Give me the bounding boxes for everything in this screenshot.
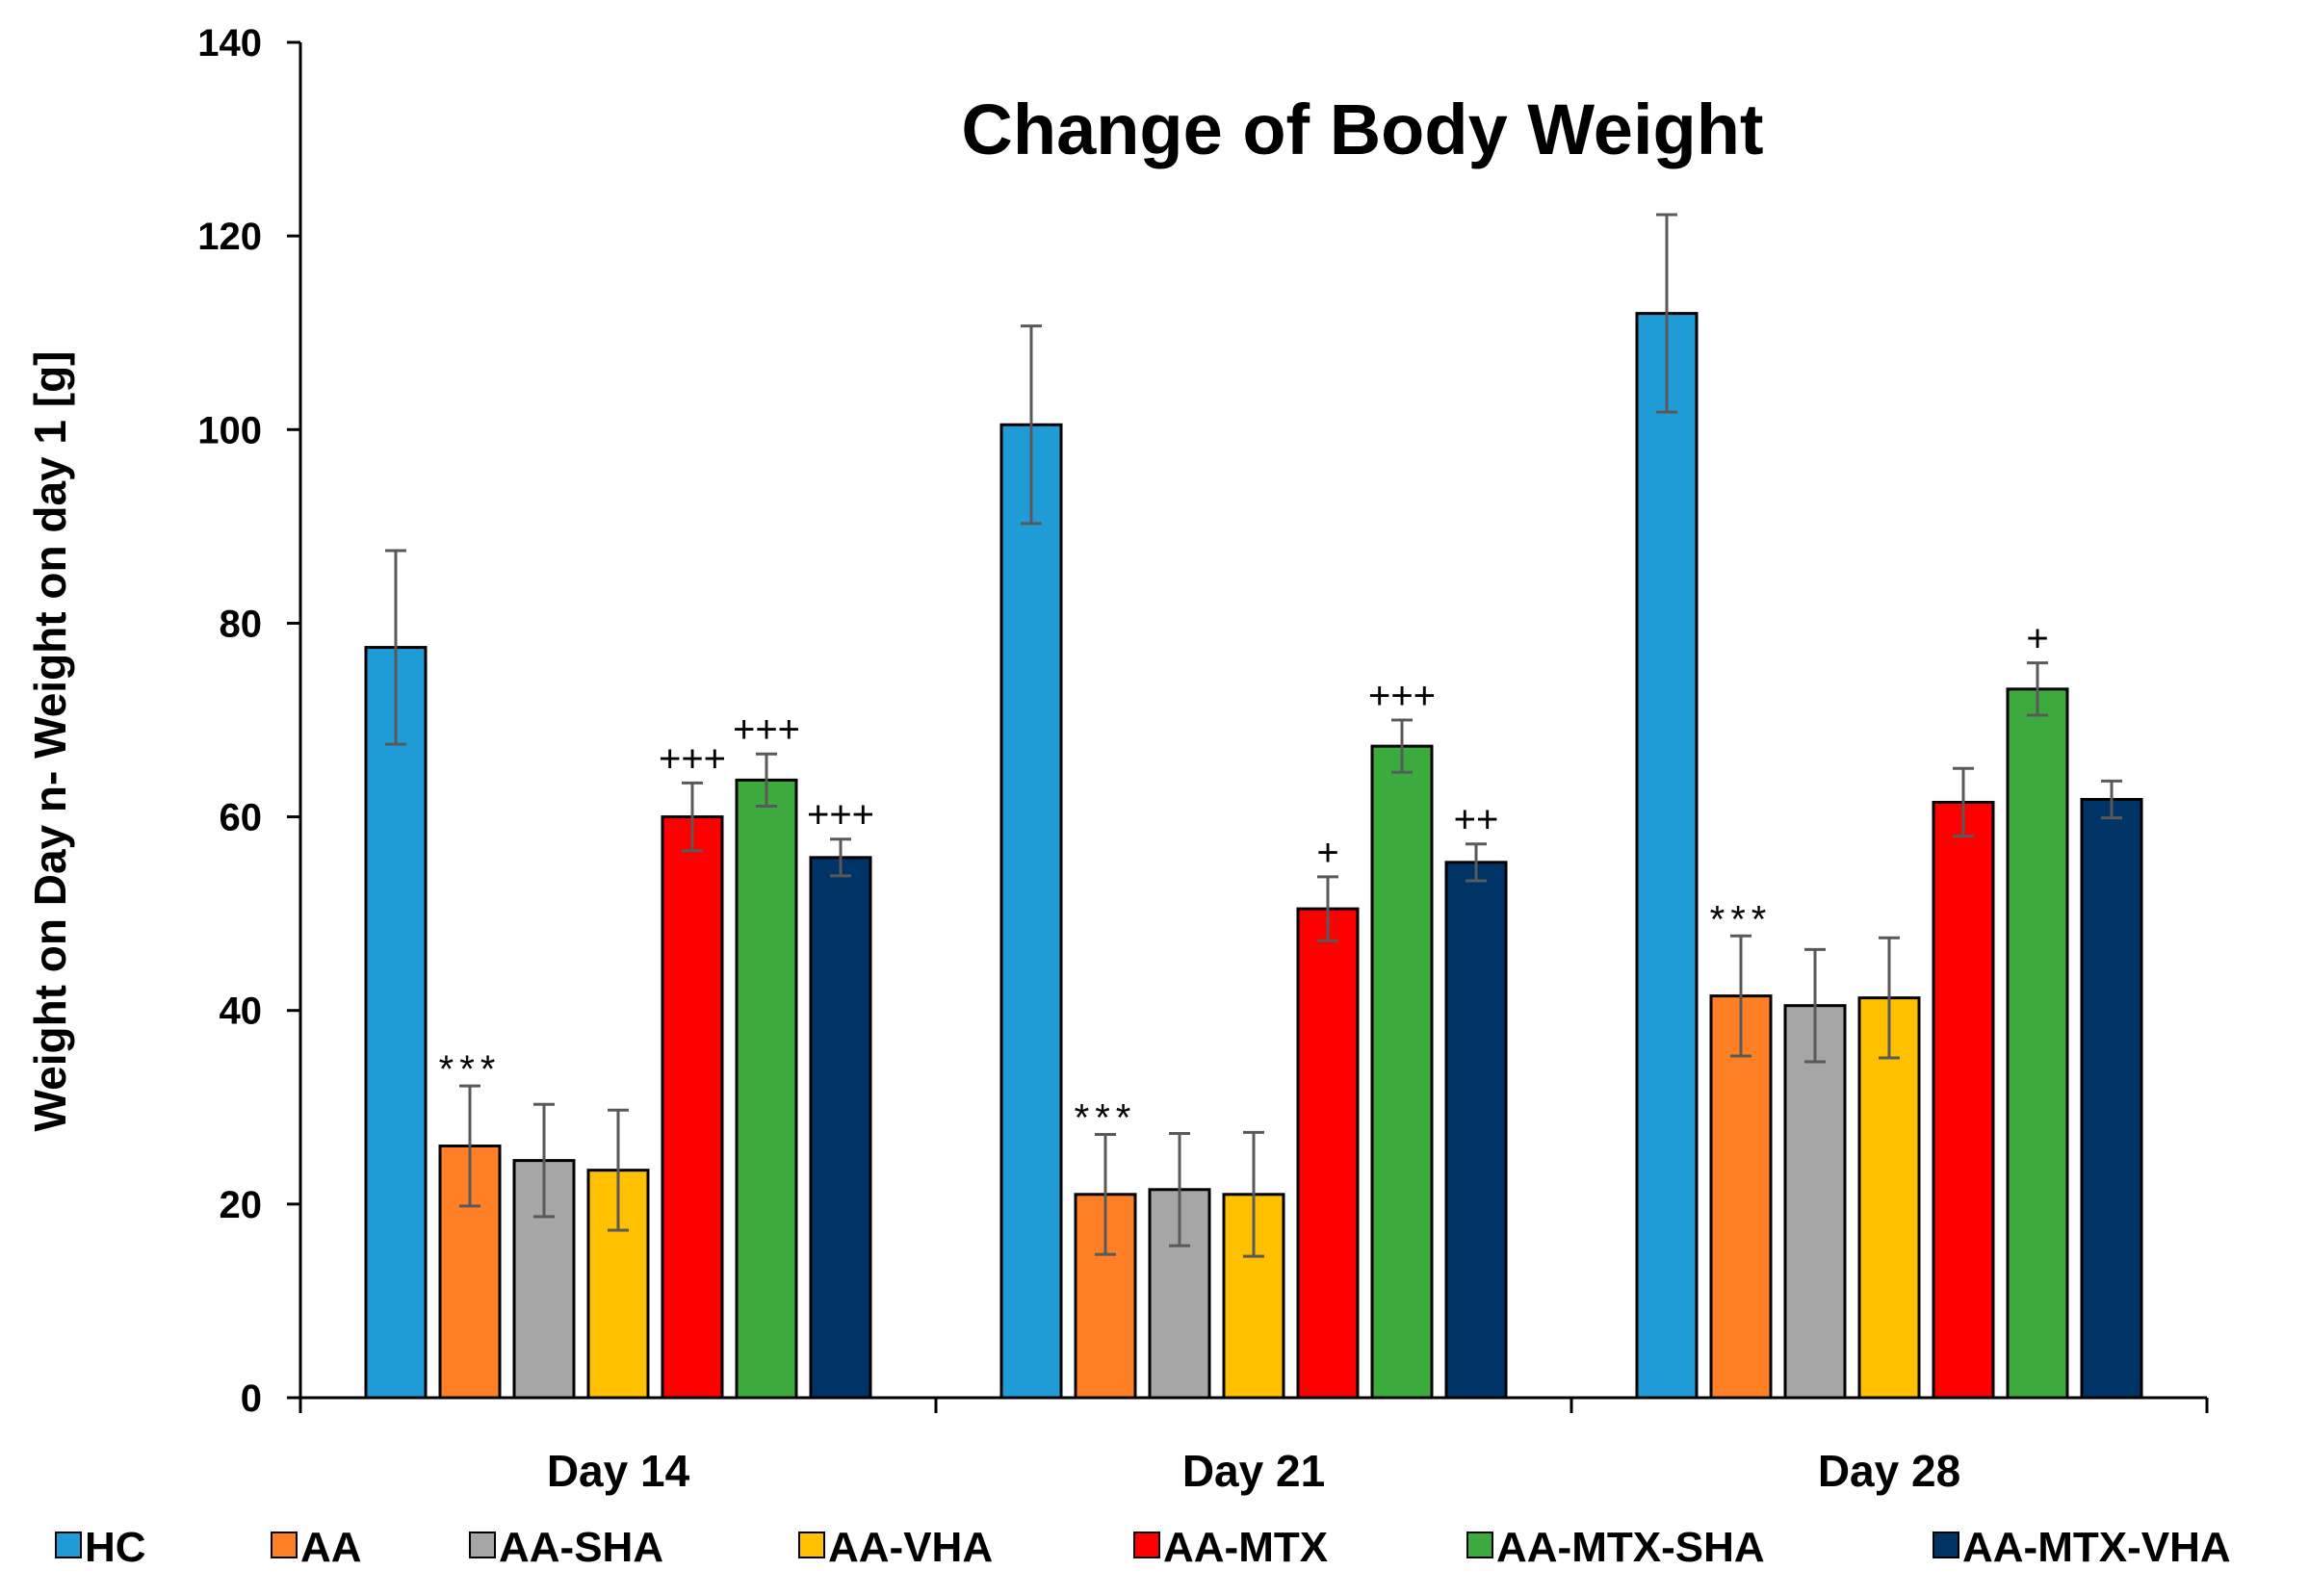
significance-annotation: +++ (807, 794, 874, 837)
bar-aa-sha-day-14 (512, 1159, 576, 1400)
significance-annotation: ++ (1454, 799, 1499, 841)
legend: HC AA AA-SHA AA-VHA AA-MTX AA-MTX-SHA AA-MTX-V… (55, 1524, 2231, 1571)
significance-annotation: +++ (733, 708, 800, 751)
legend-label-aa-vha: AA-VHA (828, 1524, 993, 1571)
legend-label-aa-mtx: AA-MTX (1163, 1524, 1328, 1571)
legend-swatch-aa-mtx (1133, 1532, 1160, 1558)
significance-annotation: *** (439, 1048, 502, 1091)
bar-aa-day-28 (1709, 994, 1773, 1400)
legend-swatch-aa (271, 1532, 298, 1558)
x-category-label: Day 21 (1182, 1446, 1325, 1496)
legend-swatch-hc (55, 1532, 82, 1558)
significance-annotation: + (2026, 618, 2048, 660)
y-axis-label: Weight on Day n- Weight on day 1 [g] (25, 351, 75, 1132)
y-tick-label: 40 (220, 991, 263, 1033)
bar-aa-mtx-sha-day-14 (735, 778, 798, 1400)
bar-hc-day-21 (999, 423, 1063, 1400)
bar-aa-mtx-day-21 (1296, 907, 1360, 1400)
bar-hc-day-28 (1635, 312, 1699, 1400)
y-axis-ticks: 0 20 40 60 80 100 120 140 (197, 22, 300, 1420)
x-axis-ticks: Day 14 Day 21 Day 28 (298, 1398, 2209, 1496)
chart-title: Change of Body Weight (961, 90, 1763, 169)
significance-annotations: ***+++++++++***++++++***+ (439, 618, 2049, 1140)
significance-annotation: +++ (659, 737, 726, 780)
legend-swatch-aa-mtx-vha (1933, 1532, 1959, 1558)
legend-label-aa-mtx-vha: AA-MTX-VHA (1962, 1524, 2231, 1571)
significance-annotation: + (1316, 832, 1338, 874)
bar-aa-mtx-sha-day-28 (2006, 687, 2069, 1400)
bar-aa-sha-day-28 (1783, 1004, 1847, 1400)
y-tick-label: 140 (197, 22, 262, 64)
legend-swatch-aa-sha (469, 1532, 496, 1558)
legend-label-aa: AA (300, 1524, 362, 1571)
x-category-label: Day 14 (547, 1446, 690, 1496)
bar-aa-vha-day-28 (1857, 996, 1921, 1400)
legend-label-aa-sha: AA-SHA (499, 1524, 663, 1571)
bar-aa-mtx-vha-day-14 (809, 856, 872, 1400)
x-category-label: Day 28 (1818, 1446, 1960, 1496)
y-tick-label: 120 (197, 216, 262, 258)
legend-label-aa-mtx-sha: AA-MTX-SHA (1496, 1524, 1765, 1571)
bar-hc-day-14 (364, 646, 428, 1400)
significance-annotation: *** (1075, 1096, 1137, 1139)
bar-aa-mtx-vha-day-21 (1444, 861, 1508, 1400)
bars (364, 312, 2143, 1400)
significance-annotation: *** (1710, 898, 1773, 940)
bar-aa-mtx-vha-day-28 (2080, 797, 2143, 1400)
legend-swatch-aa-mtx-sha (1466, 1532, 1493, 1558)
legend-swatch-aa-vha (798, 1532, 825, 1558)
significance-annotation: +++ (1368, 675, 1436, 717)
legend-label-hc: HC (85, 1524, 146, 1571)
y-tick-label: 80 (220, 603, 263, 645)
error-bars (385, 213, 2122, 1258)
bar-aa-mtx-day-28 (1932, 800, 1995, 1400)
y-tick-label: 0 (241, 1377, 262, 1420)
y-tick-label: 60 (220, 797, 263, 839)
y-tick-label: 20 (220, 1184, 263, 1226)
y-tick-label: 100 (197, 409, 262, 451)
bar-aa-mtx-sha-day-21 (1370, 744, 1434, 1400)
bar-aa-mtx-day-14 (661, 815, 724, 1400)
